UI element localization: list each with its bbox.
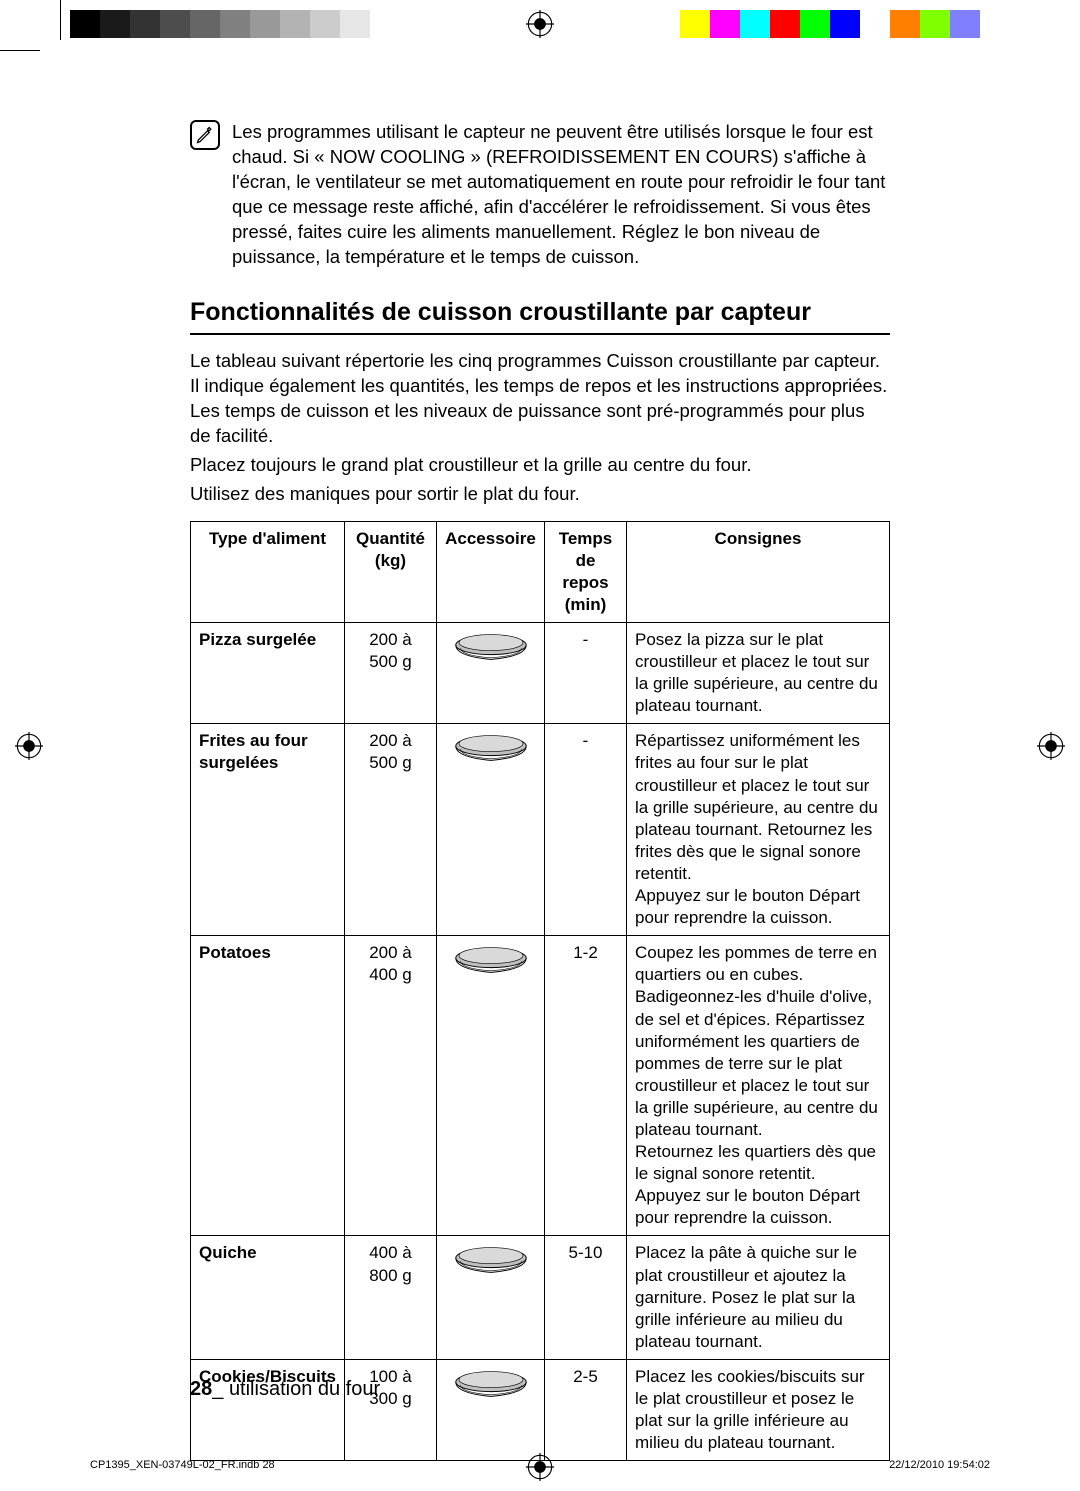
calibration-swatch <box>830 10 860 38</box>
footer-section: utilisation du four <box>229 1378 380 1400</box>
cell-accessory <box>437 1359 545 1460</box>
calibration-swatch <box>950 10 980 38</box>
calibration-swatch <box>250 10 280 38</box>
cell-instructions: Placez la pâte à quiche sur le plat crou… <box>627 1236 890 1359</box>
calibration-swatch <box>190 10 220 38</box>
th-time: Temps de repos (min) <box>545 521 627 622</box>
th-type: Type d'aliment <box>191 521 345 622</box>
table-row: Potatoes 200 à 400 g 1-2 Coupez les pomm… <box>191 936 890 1236</box>
intro-paragraph: Le tableau suivant répertorie les cinq p… <box>190 349 890 449</box>
cell-instructions: Répartissez uniformément les frites au f… <box>627 724 890 936</box>
cell-accessory <box>437 724 545 936</box>
pencil-icon <box>195 125 215 145</box>
cell-type: Quiche <box>191 1236 345 1359</box>
calibration-swatch <box>340 10 370 38</box>
cell-type: Potatoes <box>191 936 345 1236</box>
grayscale-calibration-bar <box>70 10 400 38</box>
cell-qty: 200 à 400 g <box>345 936 437 1236</box>
calibration-swatch <box>800 10 830 38</box>
intro-paragraph: Utilisez des maniques pour sortir le pla… <box>190 482 890 507</box>
cell-time: - <box>545 623 627 724</box>
table-header-row: Type d'aliment Quantité (kg) Accessoire … <box>191 521 890 622</box>
cell-type: Pizza surgelée <box>191 623 345 724</box>
note-text: Les programmes utilisant le capteur ne p… <box>232 120 890 270</box>
print-file-info: CP1395_XEN-03749L-02_FR.indb 28 <box>90 1459 275 1471</box>
th-qty: Quantité (kg) <box>345 521 437 622</box>
calibration-swatch <box>770 10 800 38</box>
cooking-table: Type d'aliment Quantité (kg) Accessoire … <box>190 521 890 1462</box>
registration-mark-icon <box>1037 732 1065 760</box>
crusty-plate-icon <box>451 629 531 669</box>
print-timestamp: 22/12/2010 19:54:02 <box>889 1459 990 1471</box>
cell-qty: 200 à 500 g <box>345 724 437 936</box>
note-block: Les programmes utilisant le capteur ne p… <box>190 120 890 270</box>
crop-mark <box>60 0 61 40</box>
calibration-swatch <box>860 10 890 38</box>
calibration-swatch <box>130 10 160 38</box>
cell-type: Frites au four surgelées <box>191 724 345 936</box>
calibration-swatch <box>310 10 340 38</box>
calibration-swatch <box>370 10 400 38</box>
table-row: Pizza surgelée 200 à 500 g - Posez la pi… <box>191 623 890 724</box>
calibration-swatch <box>920 10 950 38</box>
table-row: Quiche 400 à 800 g 5-10 Placez la pâte à… <box>191 1236 890 1359</box>
crusty-plate-icon <box>451 1242 531 1282</box>
crusty-plate-icon <box>451 730 531 770</box>
note-icon <box>190 120 220 150</box>
table-row: Frites au four surgelées 200 à 500 g - R… <box>191 724 890 936</box>
table-row: Cookies/Biscuits 100 à 300 g 2-5 Placez … <box>191 1359 890 1460</box>
cell-time: 5-10 <box>545 1236 627 1359</box>
cell-instructions: Coupez les pommes de terre en quartiers … <box>627 936 890 1236</box>
cell-instructions: Placez les cookies/biscuits sur le plat … <box>627 1359 890 1460</box>
cell-time: - <box>545 724 627 936</box>
footer-sep: _ <box>212 1378 229 1400</box>
cell-qty: 200 à 500 g <box>345 623 437 724</box>
cell-time: 1-2 <box>545 936 627 1236</box>
intro-paragraph: Placez toujours le grand plat croustille… <box>190 453 890 478</box>
cell-qty: 400 à 800 g <box>345 1236 437 1359</box>
page-footer: 28_ utilisation du four <box>190 1378 380 1401</box>
calibration-swatch <box>100 10 130 38</box>
calibration-swatch <box>160 10 190 38</box>
calibration-swatch <box>740 10 770 38</box>
crop-mark <box>0 50 40 51</box>
calibration-swatch <box>980 10 1010 38</box>
section-heading: Fonctionnalités de cuisson croustillante… <box>190 298 890 335</box>
page-body: Les programmes utilisant le capteur ne p… <box>190 120 890 1461</box>
th-accessory: Accessoire <box>437 521 545 622</box>
cell-accessory <box>437 1236 545 1359</box>
registration-mark-icon <box>15 732 43 760</box>
calibration-swatch <box>280 10 310 38</box>
cell-instructions: Posez la pizza sur le plat croustilleur … <box>627 623 890 724</box>
color-calibration-bar <box>680 10 1010 38</box>
cell-time: 2-5 <box>545 1359 627 1460</box>
calibration-swatch <box>220 10 250 38</box>
th-instructions: Consignes <box>627 521 890 622</box>
crusty-plate-icon <box>451 942 531 982</box>
cell-accessory <box>437 936 545 1236</box>
calibration-swatch <box>680 10 710 38</box>
page-number: 28 <box>190 1378 212 1400</box>
calibration-swatch <box>710 10 740 38</box>
crusty-plate-icon <box>451 1366 531 1406</box>
cell-qty: 100 à 300 g <box>345 1359 437 1460</box>
cell-type: Cookies/Biscuits <box>191 1359 345 1460</box>
calibration-swatch <box>70 10 100 38</box>
registration-mark-icon <box>526 10 554 38</box>
calibration-swatch <box>890 10 920 38</box>
cell-accessory <box>437 623 545 724</box>
